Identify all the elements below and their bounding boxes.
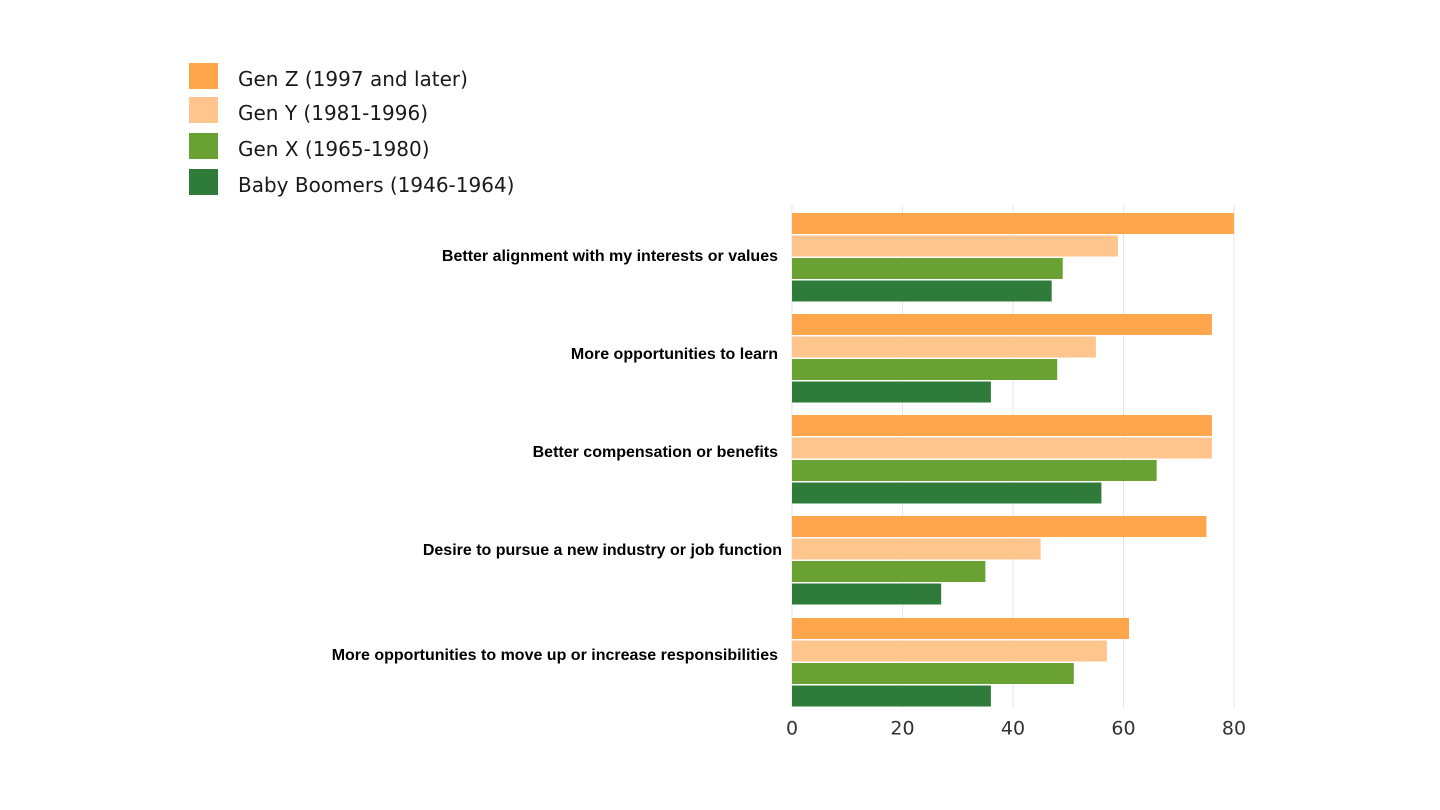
x-tick-label: 60 xyxy=(1111,718,1135,740)
category-label: More opportunities to learn xyxy=(571,346,778,363)
bar-0-0 xyxy=(792,213,1234,234)
legend-label: Gen Y (1981-1996) xyxy=(238,101,428,125)
bar-0-1 xyxy=(792,235,1118,257)
bar-4-0 xyxy=(792,618,1130,639)
legend-label: Baby Boomers (1946-1964) xyxy=(238,173,514,197)
bar-2-1 xyxy=(792,437,1212,459)
bar-4-3 xyxy=(792,685,991,707)
bar-1-0 xyxy=(792,314,1212,335)
bar-0-3 xyxy=(792,280,1052,302)
bar-3-0 xyxy=(792,516,1207,537)
bar-2-3 xyxy=(792,482,1102,504)
x-axis-ticks: 0 20 40 60 80 xyxy=(786,718,1246,740)
x-tick-label: 20 xyxy=(890,718,914,740)
x-tick-label: 0 xyxy=(786,718,798,740)
category-label: More opportunities to move up or increas… xyxy=(332,647,778,664)
legend: Gen Z (1997 and later) Gen Y (1981-1996) G… xyxy=(189,63,514,197)
category-labels: Better alignment with my interests or va… xyxy=(332,248,782,664)
bar-4-2 xyxy=(792,663,1074,684)
x-tick-label: 80 xyxy=(1222,718,1246,740)
category-label: Better alignment with my interests or va… xyxy=(442,248,778,265)
bar-1-3 xyxy=(792,381,991,403)
category-label: Better compensation or benefits xyxy=(533,444,778,461)
bar-2-0 xyxy=(792,415,1212,436)
bar-0-2 xyxy=(792,258,1063,279)
bars xyxy=(792,213,1234,707)
x-tick-label: 40 xyxy=(1001,718,1025,740)
bar-3-2 xyxy=(792,561,986,582)
legend-label: Gen Z (1997 and later) xyxy=(238,67,468,91)
legend-swatch xyxy=(189,133,218,159)
legend-swatch xyxy=(189,169,218,195)
bar-1-2 xyxy=(792,359,1058,380)
category-label: Desire to pursue a new industry or job f… xyxy=(423,542,782,559)
bar-2-2 xyxy=(792,460,1157,481)
bar-3-3 xyxy=(792,583,942,605)
bar-3-1 xyxy=(792,538,1041,560)
legend-swatch xyxy=(189,97,218,123)
bar-1-1 xyxy=(792,336,1096,358)
bar-4-1 xyxy=(792,640,1107,662)
legend-swatch xyxy=(189,63,218,89)
legend-label: Gen X (1965-1980) xyxy=(238,137,430,161)
